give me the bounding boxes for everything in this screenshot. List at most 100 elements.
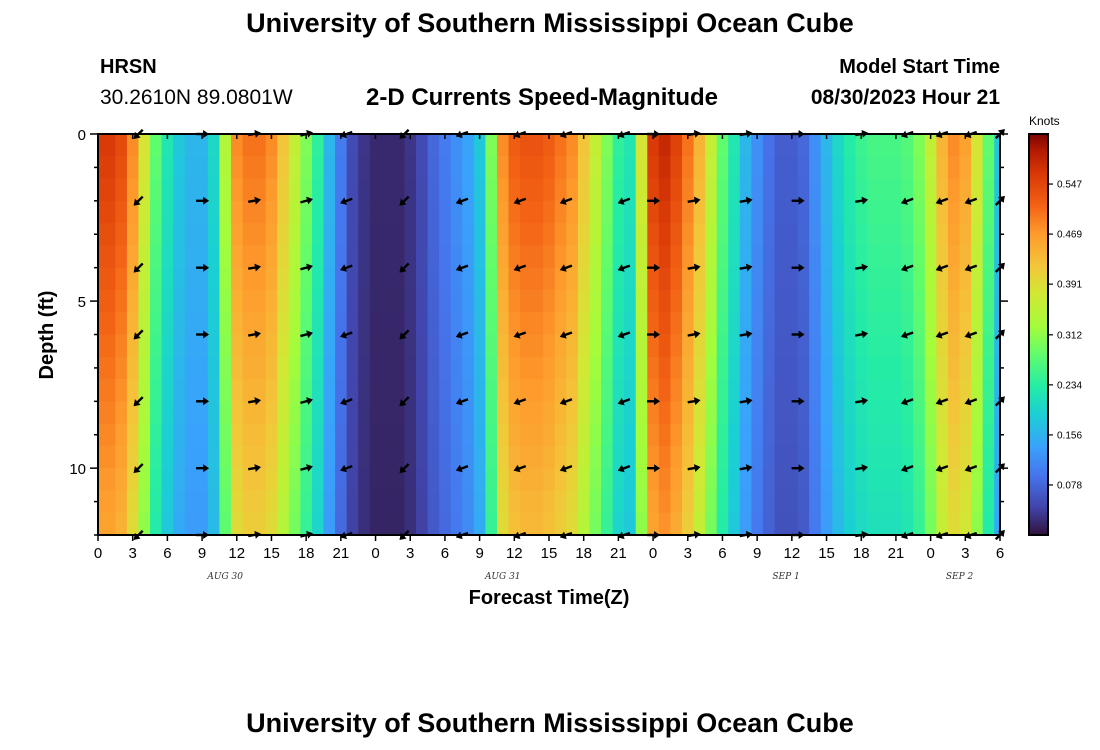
heat-cell bbox=[161, 312, 174, 336]
heat-cell bbox=[982, 445, 995, 469]
heat-cell bbox=[624, 289, 637, 313]
heat-cell bbox=[566, 356, 579, 380]
heat-cell bbox=[820, 468, 833, 492]
heat-cell bbox=[358, 156, 371, 180]
heat-cell bbox=[288, 401, 301, 425]
heat-cell bbox=[601, 445, 614, 469]
heat-cell bbox=[797, 468, 810, 492]
model-start-label: Model Start Time bbox=[839, 56, 1000, 78]
heat-cell bbox=[855, 200, 868, 224]
heat-cell bbox=[924, 512, 937, 536]
heat-cell bbox=[207, 267, 221, 291]
heat-cell bbox=[161, 223, 174, 246]
heat-cell bbox=[647, 423, 660, 447]
heat-cell bbox=[797, 178, 810, 202]
heat-cell bbox=[566, 178, 579, 202]
heat-cell bbox=[728, 401, 741, 425]
current-arrow bbox=[399, 396, 410, 407]
heat-cell bbox=[543, 468, 556, 492]
heat-cell bbox=[207, 134, 221, 157]
heat-cell bbox=[739, 289, 752, 313]
heat-cell bbox=[404, 245, 417, 269]
current-arrow bbox=[196, 263, 210, 272]
heat-cell bbox=[936, 401, 949, 425]
heat-cell bbox=[867, 468, 880, 492]
heat-cell bbox=[346, 356, 359, 380]
x-tick-label: 3 bbox=[129, 545, 137, 562]
heat-cell bbox=[612, 490, 625, 514]
x-tick-label: 0 bbox=[371, 545, 379, 562]
heat-cell bbox=[196, 356, 209, 380]
heat-cell bbox=[832, 423, 845, 447]
heat-cell bbox=[196, 334, 209, 358]
heat-cell bbox=[774, 512, 787, 536]
heat-cell bbox=[219, 490, 232, 514]
heat-cell bbox=[924, 334, 937, 358]
heat-cell bbox=[554, 156, 567, 180]
x-tick-label: 15 bbox=[818, 545, 835, 562]
heat-cell bbox=[878, 178, 891, 202]
heat-cell bbox=[346, 134, 359, 157]
heat-cell bbox=[150, 401, 163, 425]
heat-cell bbox=[254, 312, 267, 336]
heat-cell bbox=[635, 356, 648, 380]
heat-cell bbox=[601, 356, 614, 380]
heat-cell bbox=[265, 356, 278, 380]
heat-cell bbox=[820, 379, 833, 402]
heat-cell bbox=[335, 423, 348, 447]
heat-cell bbox=[658, 512, 672, 536]
heat-cell bbox=[739, 468, 752, 492]
heat-cell bbox=[971, 223, 984, 246]
heat-cell bbox=[126, 445, 140, 469]
heat-cell bbox=[786, 289, 799, 313]
heat-cell bbox=[242, 312, 255, 336]
current-arrow bbox=[247, 330, 261, 339]
heat-cell bbox=[196, 223, 209, 246]
heat-cell bbox=[254, 223, 267, 246]
heat-cell bbox=[150, 468, 163, 492]
heat-cell bbox=[994, 178, 1001, 202]
heat-cell bbox=[346, 200, 359, 224]
heat-cell bbox=[601, 512, 614, 536]
heat-cell bbox=[150, 245, 163, 269]
heat-cell bbox=[543, 134, 556, 157]
heat-cell bbox=[751, 468, 764, 492]
heat-cell bbox=[728, 356, 741, 380]
heat-cell bbox=[543, 490, 556, 514]
heat-cell bbox=[161, 178, 174, 202]
heat-cell bbox=[335, 289, 348, 313]
heat-cell bbox=[589, 156, 602, 180]
heat-cell bbox=[913, 134, 926, 157]
heat-cell bbox=[901, 245, 914, 269]
heat-cell bbox=[439, 156, 452, 180]
heat-cell bbox=[265, 245, 278, 269]
heat-cell bbox=[462, 267, 475, 291]
heat-cell bbox=[982, 178, 995, 202]
heat-cell bbox=[624, 401, 637, 425]
current-arrow bbox=[513, 264, 527, 272]
heat-cell bbox=[485, 445, 498, 469]
heat-cell bbox=[705, 490, 718, 514]
current-arrow bbox=[647, 397, 661, 406]
heat-cell bbox=[774, 289, 787, 313]
heat-cell bbox=[381, 490, 394, 514]
heat-cell bbox=[242, 200, 255, 224]
heat-cell bbox=[716, 334, 729, 358]
heat-cell bbox=[277, 512, 290, 536]
heat-cell bbox=[658, 178, 672, 202]
heat-cell bbox=[138, 468, 151, 492]
heat-cell bbox=[820, 267, 833, 291]
colorbar: Knots 0.0780.1560.2340.3120.3910.4690.54… bbox=[1028, 114, 1082, 536]
heat-cell bbox=[855, 289, 868, 313]
heat-cell bbox=[381, 267, 394, 291]
heat-cell bbox=[462, 423, 475, 447]
heat-cell bbox=[161, 445, 174, 469]
heat-cell bbox=[300, 200, 313, 224]
heat-cell bbox=[115, 156, 128, 180]
heat-cell bbox=[947, 490, 961, 514]
heat-cell bbox=[809, 468, 822, 492]
heat-cell bbox=[311, 334, 325, 358]
heat-cell bbox=[890, 445, 903, 469]
heat-cell bbox=[173, 512, 186, 536]
heat-cell bbox=[809, 312, 822, 336]
